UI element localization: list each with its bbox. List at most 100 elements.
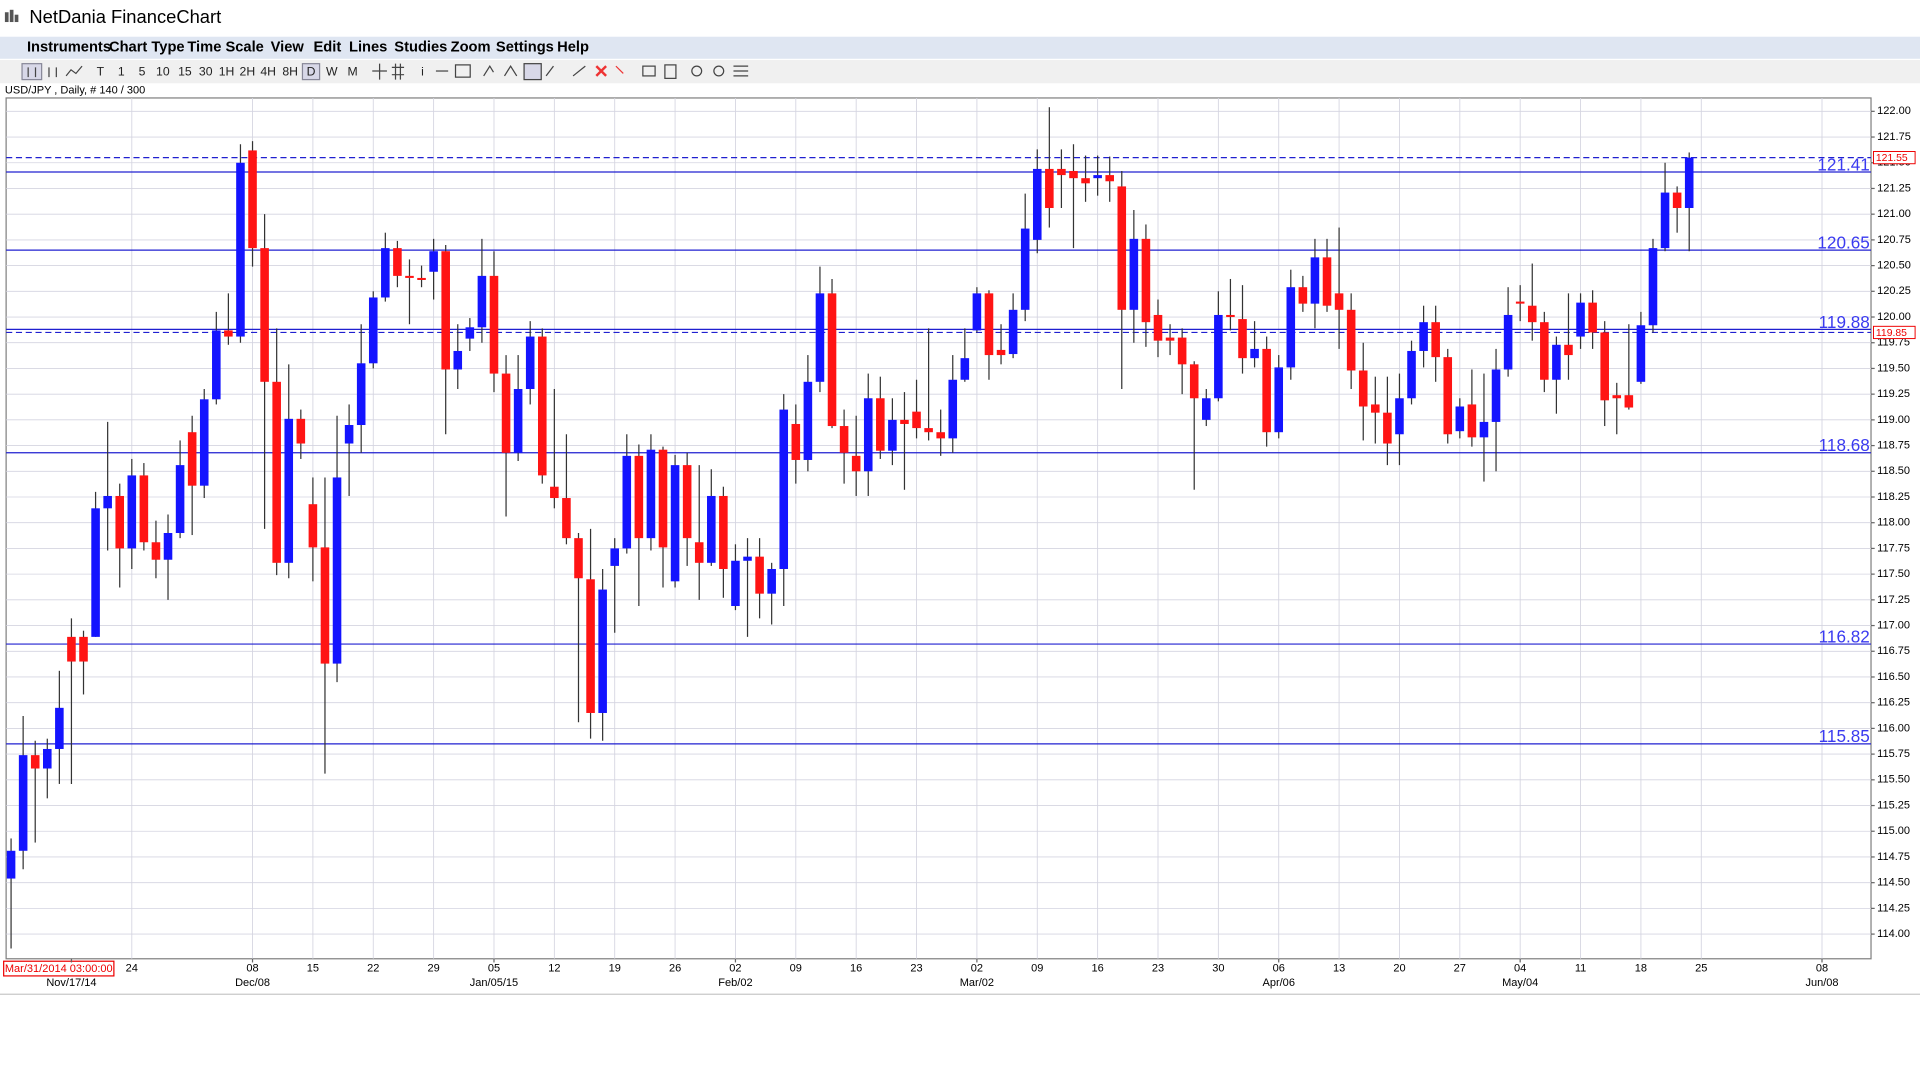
x-tick-label: 27 bbox=[1454, 962, 1466, 974]
y-tick-label: 116.00 bbox=[1877, 722, 1910, 734]
candle-body bbox=[393, 248, 402, 276]
toolbar-button[interactable]: 8H bbox=[282, 64, 298, 78]
candle-body bbox=[574, 538, 583, 579]
y-tick-label: 120.75 bbox=[1877, 234, 1911, 246]
candle-body bbox=[501, 373, 511, 453]
horizontal-line-label: 115.85 bbox=[1819, 726, 1870, 746]
x-tick-label: 08 bbox=[1816, 962, 1828, 974]
horizontal-line-label: 116.82 bbox=[1819, 626, 1870, 646]
candle-body bbox=[332, 477, 342, 664]
x-tick-label: 05 bbox=[488, 962, 500, 974]
y-tick-label: 114.75 bbox=[1877, 851, 1910, 863]
candle-body bbox=[1636, 325, 1646, 382]
x-major-tick-label: Feb/02 bbox=[718, 977, 752, 989]
menu-item[interactable]: Chart Type bbox=[109, 40, 185, 56]
menu-item[interactable]: View bbox=[271, 40, 305, 56]
menu-item[interactable]: Studies bbox=[394, 40, 447, 56]
cursor-label-box bbox=[3, 960, 115, 977]
candle-body bbox=[55, 707, 64, 749]
y-tick-label: 118.25 bbox=[1877, 491, 1910, 503]
candle-body bbox=[1600, 332, 1609, 401]
candle-body bbox=[1395, 398, 1404, 435]
candle-body bbox=[308, 504, 318, 548]
candle-body bbox=[731, 560, 740, 607]
y-tick-label: 115.75 bbox=[1877, 748, 1910, 760]
candle-body bbox=[1684, 157, 1694, 209]
price-marker-label: 119.85 bbox=[1876, 328, 1907, 339]
candle-body bbox=[381, 248, 390, 298]
candle-body bbox=[1081, 178, 1090, 184]
x-major-tick-label: Mar/02 bbox=[960, 977, 994, 989]
candle-body bbox=[296, 418, 306, 444]
x-tick-label: 26 bbox=[669, 962, 681, 974]
x-tick-label: 18 bbox=[1635, 962, 1647, 974]
menu-item[interactable]: Help bbox=[557, 40, 589, 56]
candle-body bbox=[1153, 314, 1163, 341]
toolbar-button[interactable]: W bbox=[326, 64, 338, 78]
toolbar-button[interactable]: D bbox=[307, 64, 316, 78]
x-tick-label: 12 bbox=[548, 962, 560, 974]
y-tick-label: 115.50 bbox=[1877, 774, 1910, 786]
candle-body bbox=[127, 475, 137, 549]
candle-body bbox=[984, 293, 994, 356]
x-tick-label: 23 bbox=[1152, 962, 1164, 974]
candle-body bbox=[562, 498, 571, 539]
menu-item[interactable]: Edit bbox=[313, 40, 341, 56]
candle-body bbox=[1540, 322, 1549, 380]
candle-body bbox=[1588, 302, 1597, 333]
toolbar-button-frame bbox=[301, 63, 321, 81]
y-tick-label: 120.25 bbox=[1877, 285, 1911, 297]
candle-body bbox=[212, 330, 221, 400]
x-tick-label: 24 bbox=[126, 962, 138, 974]
candle-body bbox=[1008, 309, 1018, 355]
candle-body bbox=[1141, 238, 1151, 323]
horizontal-line-label: 121.41 bbox=[1817, 154, 1869, 174]
candle-body bbox=[1322, 257, 1332, 306]
menu-item[interactable]: Instruments bbox=[27, 40, 111, 56]
candle-body bbox=[1503, 314, 1513, 370]
menu-item[interactable]: Settings bbox=[496, 40, 554, 56]
y-tick-label: 116.50 bbox=[1877, 671, 1910, 683]
candle-body bbox=[477, 275, 487, 328]
toolbar-button[interactable]: 5 bbox=[139, 64, 146, 78]
candle-body bbox=[1443, 357, 1453, 435]
candle-body bbox=[803, 381, 813, 460]
toolbar-button[interactable]: 2H bbox=[240, 64, 256, 78]
x-tick-label: 30 bbox=[1212, 962, 1224, 974]
toolbar-button[interactable]: 4H bbox=[260, 64, 276, 78]
candle-body bbox=[791, 423, 801, 460]
horizontal-line-label: 120.65 bbox=[1817, 233, 1869, 253]
candle-body bbox=[815, 293, 825, 382]
x-tick-label: 23 bbox=[910, 962, 922, 974]
y-tick-label: 121.25 bbox=[1877, 182, 1911, 194]
candle-body bbox=[900, 419, 909, 424]
candle-body bbox=[694, 542, 704, 563]
horizontal-line-label: 119.88 bbox=[1819, 312, 1870, 332]
candle-body bbox=[876, 398, 885, 451]
price-marker-label: 121.55 bbox=[1876, 153, 1908, 164]
chart-info: USD/JPY , Daily, # 140 / 300 bbox=[5, 85, 145, 97]
candle-body bbox=[199, 399, 209, 486]
candle-body bbox=[163, 532, 173, 560]
toolbar-button[interactable]: 10 bbox=[156, 64, 170, 78]
menu-item[interactable]: Lines bbox=[349, 40, 387, 56]
toolbar-button[interactable]: M bbox=[348, 64, 358, 78]
toolbar-button[interactable]: 1H bbox=[219, 64, 235, 78]
toolbar-button[interactable]: 1 bbox=[118, 64, 125, 78]
toolbar-button[interactable]: i bbox=[421, 64, 424, 78]
candle-body bbox=[1515, 301, 1525, 304]
menu-item[interactable]: Zoom bbox=[451, 40, 491, 56]
candle-body bbox=[1564, 344, 1573, 356]
y-tick-label: 118.00 bbox=[1877, 517, 1910, 529]
candle-body bbox=[839, 426, 849, 453]
toolbar bbox=[0, 60, 1920, 84]
toolbar-button[interactable]: T bbox=[97, 64, 105, 78]
candle-body bbox=[863, 398, 873, 472]
toolbar-button[interactable]: 15 bbox=[178, 64, 192, 78]
candle-body bbox=[1660, 192, 1670, 249]
x-tick-label: 11 bbox=[1575, 962, 1586, 974]
candle-body bbox=[1576, 302, 1585, 337]
toolbar-button[interactable]: 30 bbox=[199, 64, 213, 78]
menu-item[interactable]: Time Scale bbox=[187, 40, 263, 56]
x-tick-label: 15 bbox=[307, 962, 319, 974]
